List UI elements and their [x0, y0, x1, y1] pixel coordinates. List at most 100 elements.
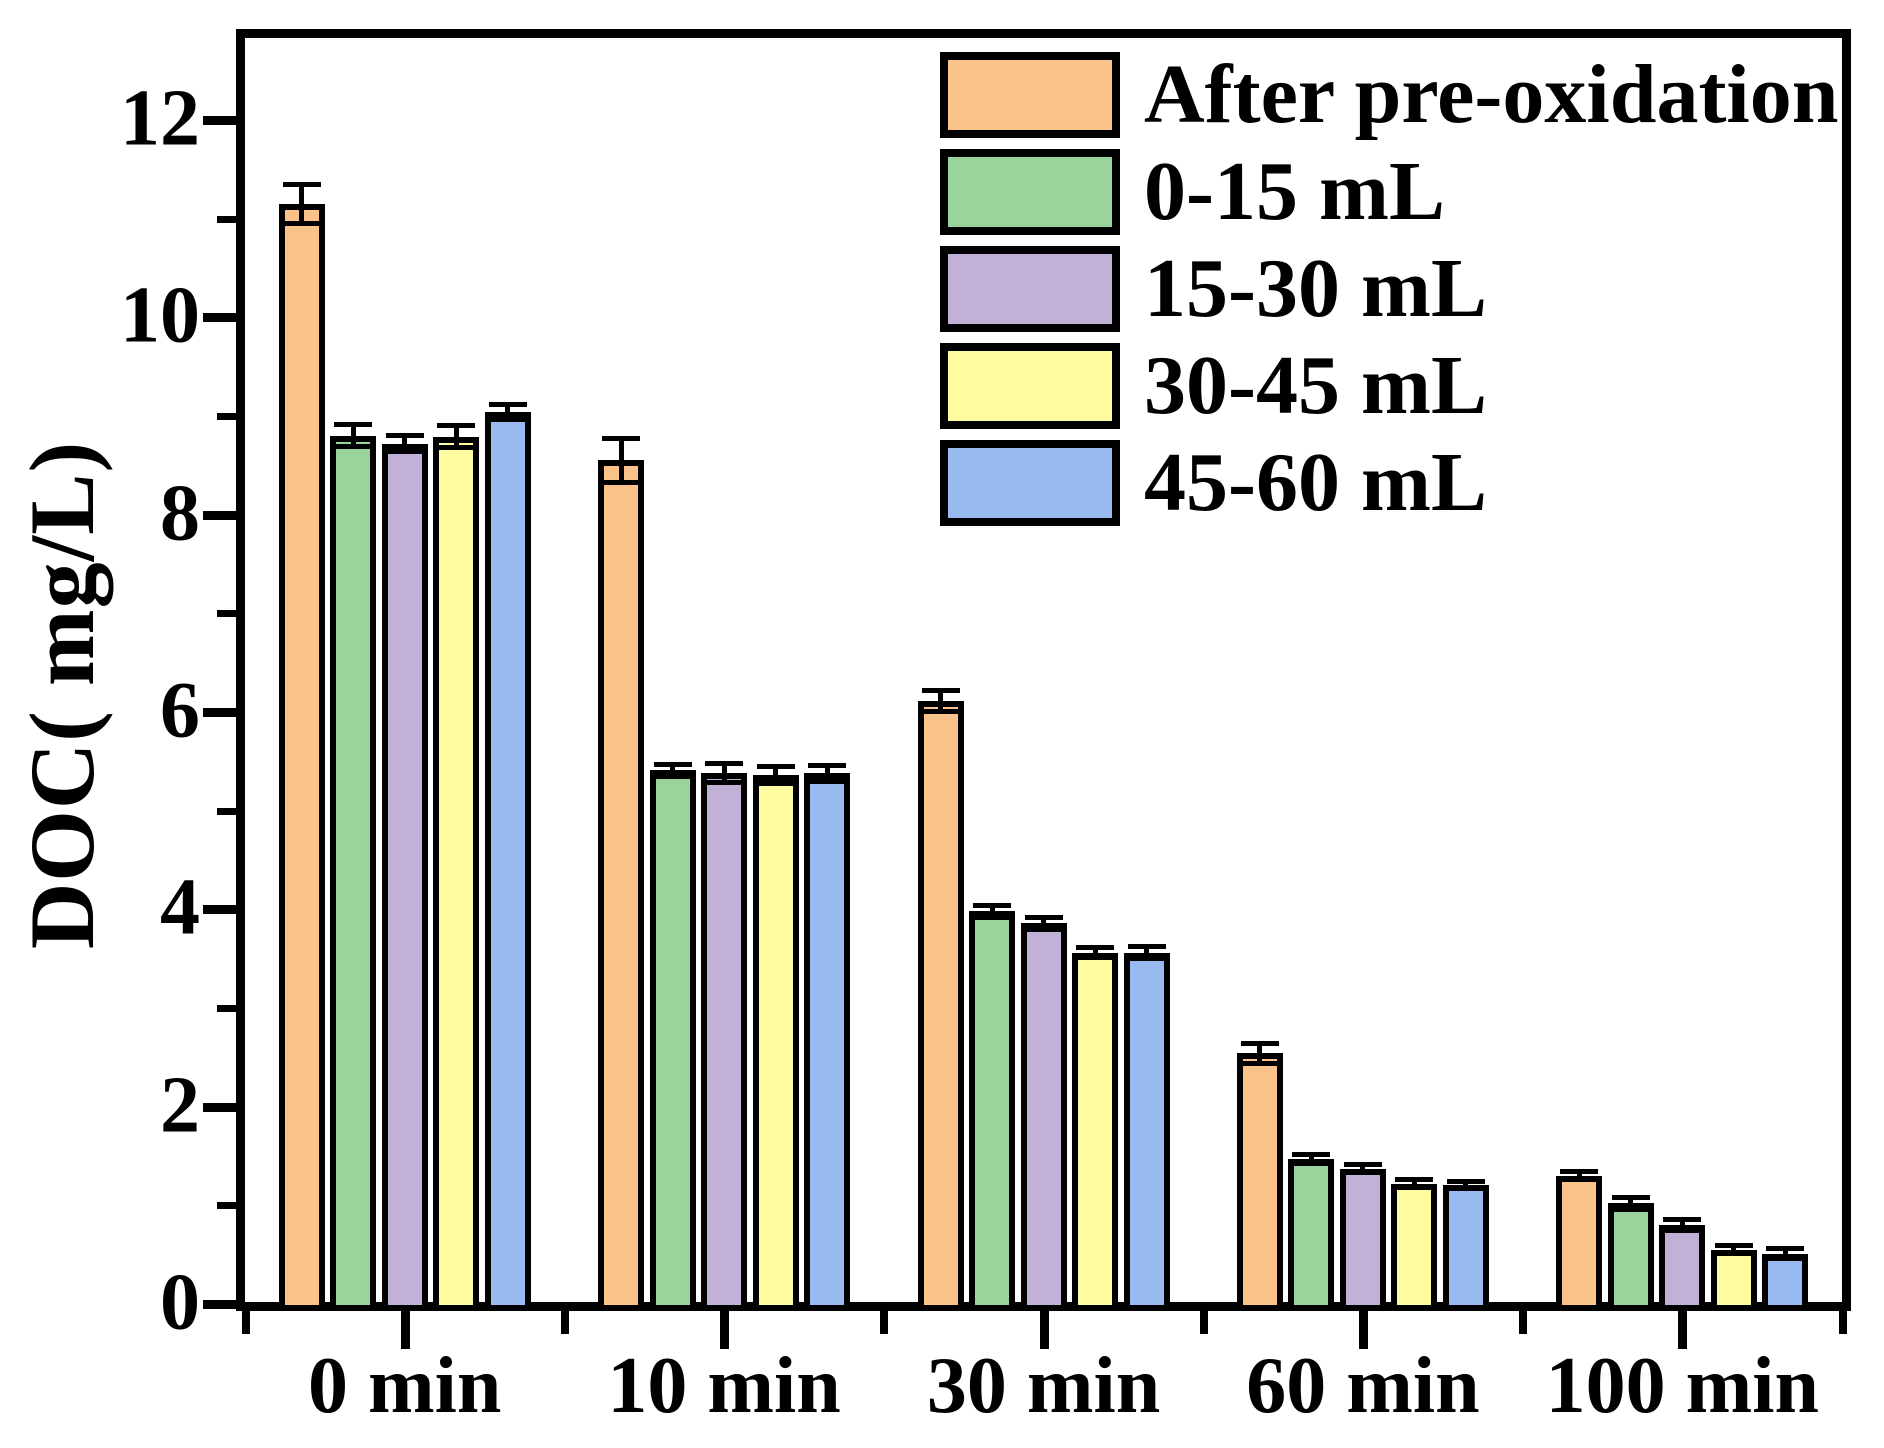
legend-item-0-15-ml: 0-15 mL [940, 149, 1838, 235]
error-bar-cap-bottom [1024, 926, 1063, 932]
legend-swatch-0-15-ml [940, 149, 1120, 235]
legend-swatch-15-30-ml [940, 246, 1120, 332]
legend-item-after-pre-oxidation: After pre-oxidation [940, 52, 1838, 138]
error-bar-cap-bottom [1766, 1256, 1805, 1262]
error-bar-cap-top [1076, 945, 1114, 951]
error-bar-line [938, 690, 943, 712]
error-bar-line [1360, 1164, 1366, 1173]
error-bar-cap-top [1343, 1162, 1382, 1168]
x-axis-tick-label: 10 min [607, 1342, 841, 1430]
bar-30-45-ml-60-min [1391, 1183, 1438, 1311]
error-bar-cap-bottom [602, 479, 641, 485]
error-bar-line [1308, 1154, 1314, 1164]
error-bar-cap-top [602, 436, 641, 442]
error-bar-cap-top [1240, 1040, 1279, 1046]
y-axis-major-tick [203, 707, 237, 717]
error-bar-line [505, 404, 511, 420]
error-bar-line [453, 425, 459, 448]
error-bar-cap-bottom [1560, 1177, 1599, 1183]
error-bar-line [721, 763, 727, 783]
error-bar-line [824, 765, 830, 782]
error-bar-cap-bottom [705, 780, 744, 786]
error-bar-line [1041, 917, 1046, 930]
x-axis-tick-label: 30 min [926, 1342, 1161, 1430]
legend-label: 45-60 mL [1144, 436, 1487, 529]
error-bar-cap-bottom [1240, 1060, 1279, 1066]
x-axis-minor-tick [1519, 1311, 1528, 1334]
bar-15-30-ml-10-min [701, 773, 748, 1311]
x-axis-major-tick [1039, 1311, 1049, 1349]
y-axis-minor-tick [217, 610, 237, 618]
error-bar-line [1257, 1043, 1263, 1064]
error-bar-cap-top [437, 423, 476, 429]
y-axis-major-tick [203, 905, 237, 915]
error-bar-line [670, 764, 676, 777]
error-bar-line [1463, 1181, 1469, 1188]
x-axis-minor-tick [241, 1311, 250, 1334]
error-bar-cap-top [705, 760, 744, 766]
error-bar-line [1731, 1245, 1737, 1254]
error-bar-cap-bottom [334, 444, 373, 449]
error-bar-cap-top [653, 761, 692, 767]
y-axis-major-tick [203, 115, 237, 125]
x-axis-minor-tick [880, 1311, 889, 1334]
y-axis-tick-label: 12 [120, 74, 200, 163]
legend-label: 30-45 mL [1144, 339, 1487, 432]
x-axis-minor-tick [560, 1311, 569, 1334]
error-bar-cap-top [756, 763, 795, 769]
error-bar-cap-top [808, 762, 847, 768]
y-axis-minor-tick [217, 1202, 237, 1210]
legend-swatch-after-pre-oxidation [940, 52, 1120, 138]
error-bar-cap-bottom [488, 417, 527, 423]
error-bar-cap-bottom [1611, 1206, 1650, 1212]
error-bar-cap-bottom [1663, 1228, 1702, 1234]
y-axis-minor-tick [217, 807, 237, 815]
bar-after-pre-oxidation-100-min [1556, 1175, 1603, 1311]
error-bar-cap-bottom [653, 773, 692, 779]
y-axis-tick-label: 6 [160, 666, 200, 755]
bar-45-60-ml-60-min [1442, 1184, 1489, 1311]
error-bar-cap-top [385, 433, 424, 439]
x-axis-major-tick [720, 1311, 730, 1349]
y-axis-major-tick [203, 510, 237, 520]
y-axis-major-tick [203, 1300, 237, 1309]
error-bar-line [1411, 1179, 1417, 1188]
error-bar-cap-top [488, 401, 527, 407]
error-bar-line [1092, 947, 1098, 958]
bar-45-60-ml-30-min [1123, 952, 1170, 1311]
bar-30-45-ml-100-min [1710, 1249, 1757, 1311]
legend-item-45-60-ml: 45-60 mL [940, 440, 1838, 526]
y-axis-tick-label: 2 [160, 1061, 200, 1150]
error-bar-cap-top [1663, 1216, 1702, 1222]
error-bar-cap-bottom [1076, 955, 1114, 961]
bar-15-30-ml-30-min [1020, 923, 1067, 1311]
error-bar-cap-top [282, 181, 321, 187]
y-axis-tick-label: 4 [160, 863, 200, 952]
error-bar-line [350, 424, 356, 447]
error-bar-cap-bottom [385, 448, 424, 454]
error-bar-line [773, 766, 779, 784]
error-bar-cap-top [921, 687, 960, 693]
error-bar-line [1679, 1219, 1685, 1231]
error-bar-cap-bottom [1395, 1185, 1434, 1191]
x-axis-major-tick [400, 1311, 410, 1349]
error-bar-cap-top [973, 902, 1011, 908]
error-bar-cap-bottom [1446, 1185, 1485, 1191]
y-axis-minor-tick [217, 215, 237, 223]
y-axis-tick-label: 0 [160, 1258, 200, 1347]
bar-45-60-ml-100-min [1762, 1253, 1809, 1311]
bar-after-pre-oxidation-0-min [278, 203, 325, 1311]
legend-item-30-45-ml: 30-45 mL [940, 343, 1838, 429]
x-axis-tick-label: 60 min [1246, 1342, 1480, 1430]
bar-after-pre-oxidation-10-min [598, 460, 645, 1311]
error-bar-line [989, 905, 995, 918]
bar-after-pre-oxidation-30-min [917, 701, 964, 1311]
error-bar-cap-bottom [808, 778, 847, 784]
x-axis-major-tick [1358, 1311, 1368, 1349]
bar-0-15-ml-30-min [969, 911, 1015, 1311]
bar-after-pre-oxidation-60-min [1236, 1053, 1283, 1311]
y-axis-tick-label: 10 [120, 271, 200, 360]
error-bar-cap-top [1766, 1246, 1805, 1252]
error-bar-cap-top [1024, 914, 1063, 920]
